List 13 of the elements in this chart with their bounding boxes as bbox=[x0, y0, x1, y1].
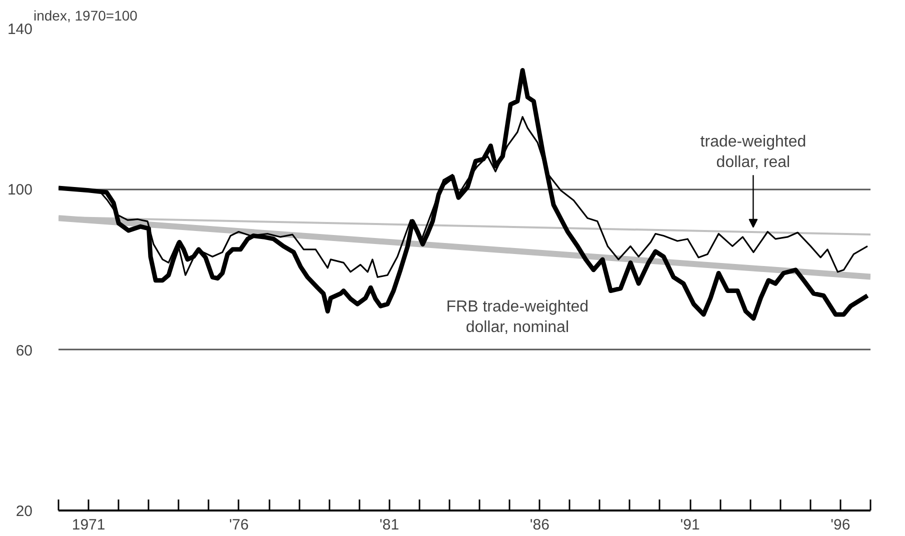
annotation: trade-weighted dollar, real bbox=[700, 134, 806, 172]
x-tick-label: '86 bbox=[530, 516, 550, 534]
y-tick-label: 60 bbox=[16, 342, 33, 360]
x-tick-label: '91 bbox=[680, 516, 700, 534]
x-tick-label: '76 bbox=[229, 516, 249, 534]
y-tick-label: 20 bbox=[16, 503, 33, 520]
x-tick-label: '96 bbox=[830, 516, 850, 534]
x-tick-label: '81 bbox=[380, 516, 400, 534]
y-tick-label: 140 bbox=[7, 21, 33, 38]
series-label: FRB trade-weighted dollar, nominal bbox=[446, 298, 589, 336]
x-tick-label: 1971 bbox=[72, 516, 106, 534]
y-tick-label: 100 bbox=[7, 182, 33, 199]
y-axis-title: index, 1970=100 bbox=[34, 8, 138, 24]
